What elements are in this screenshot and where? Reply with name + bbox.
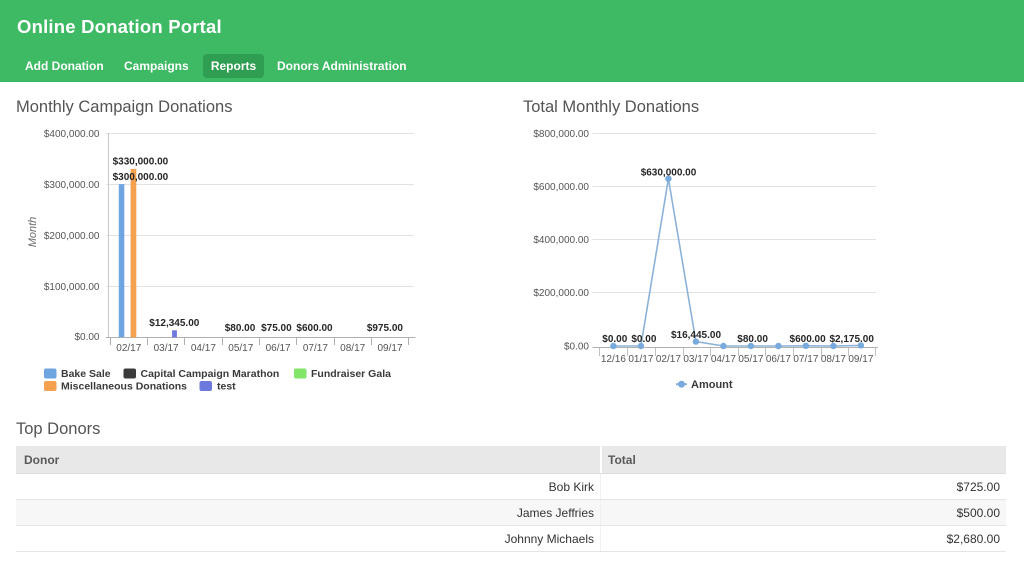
svg-text:06/17: 06/17 [766,354,791,365]
svg-text:02/17: 02/17 [116,343,141,354]
svg-text:$600,000.00: $600,000.00 [533,182,589,193]
svg-text:$0.00: $0.00 [602,334,627,345]
svg-text:$600.00: $600.00 [296,323,333,334]
svg-text:$200,000.00: $200,000.00 [533,288,589,299]
svg-text:Amount: Amount [691,379,733,391]
svg-text:07/17: 07/17 [793,354,818,365]
svg-text:04/17: 04/17 [711,354,736,365]
svg-text:test: test [217,381,236,393]
svg-text:$400,000.00: $400,000.00 [533,235,589,246]
svg-text:$80.00: $80.00 [737,334,768,345]
svg-text:07/17: 07/17 [303,343,328,354]
svg-text:$2,175.00: $2,175.00 [829,334,874,345]
svg-text:$100,000.00: $100,000.00 [44,282,100,293]
svg-text:Bake Sale: Bake Sale [61,368,111,380]
svg-text:$80.00: $80.00 [225,323,256,334]
svg-text:02/17: 02/17 [656,354,681,365]
svg-text:09/17: 09/17 [848,354,873,365]
svg-text:03/17: 03/17 [154,343,179,354]
svg-text:$300,000.00: $300,000.00 [113,172,169,183]
svg-text:$0.00: $0.00 [564,342,589,353]
svg-text:$0.00: $0.00 [631,334,656,345]
svg-text:08/17: 08/17 [821,354,846,365]
svg-text:08/17: 08/17 [340,343,365,354]
svg-text:$400,000.00: $400,000.00 [44,129,100,140]
svg-text:03/17: 03/17 [683,354,708,365]
svg-text:12/16: 12/16 [601,354,626,365]
svg-text:01/17: 01/17 [628,354,653,365]
svg-text:Month: Month [27,217,39,248]
svg-text:06/17: 06/17 [266,343,291,354]
svg-text:05/17: 05/17 [228,343,253,354]
svg-text:Fundraiser Gala: Fundraiser Gala [311,368,391,380]
svg-text:04/17: 04/17 [191,343,216,354]
svg-text:$300,000.00: $300,000.00 [44,180,100,191]
svg-text:09/17: 09/17 [377,343,402,354]
svg-text:$200,000.00: $200,000.00 [44,231,100,242]
svg-text:Capital Campaign Marathon: Capital Campaign Marathon [141,368,280,380]
svg-text:$600.00: $600.00 [790,334,827,345]
svg-text:05/17: 05/17 [738,354,763,365]
svg-text:$800,000.00: $800,000.00 [533,129,589,140]
svg-text:$630,000.00: $630,000.00 [641,168,697,179]
svg-text:$16,445.00: $16,445.00 [671,330,721,341]
svg-text:$975.00: $975.00 [367,323,404,334]
svg-text:$12,345.00: $12,345.00 [149,318,199,329]
svg-text:$75.00: $75.00 [261,323,292,334]
svg-text:Miscellaneous Donations: Miscellaneous Donations [61,381,187,393]
svg-text:$330,000.00: $330,000.00 [113,157,169,168]
svg-text:$0.00: $0.00 [74,332,99,343]
